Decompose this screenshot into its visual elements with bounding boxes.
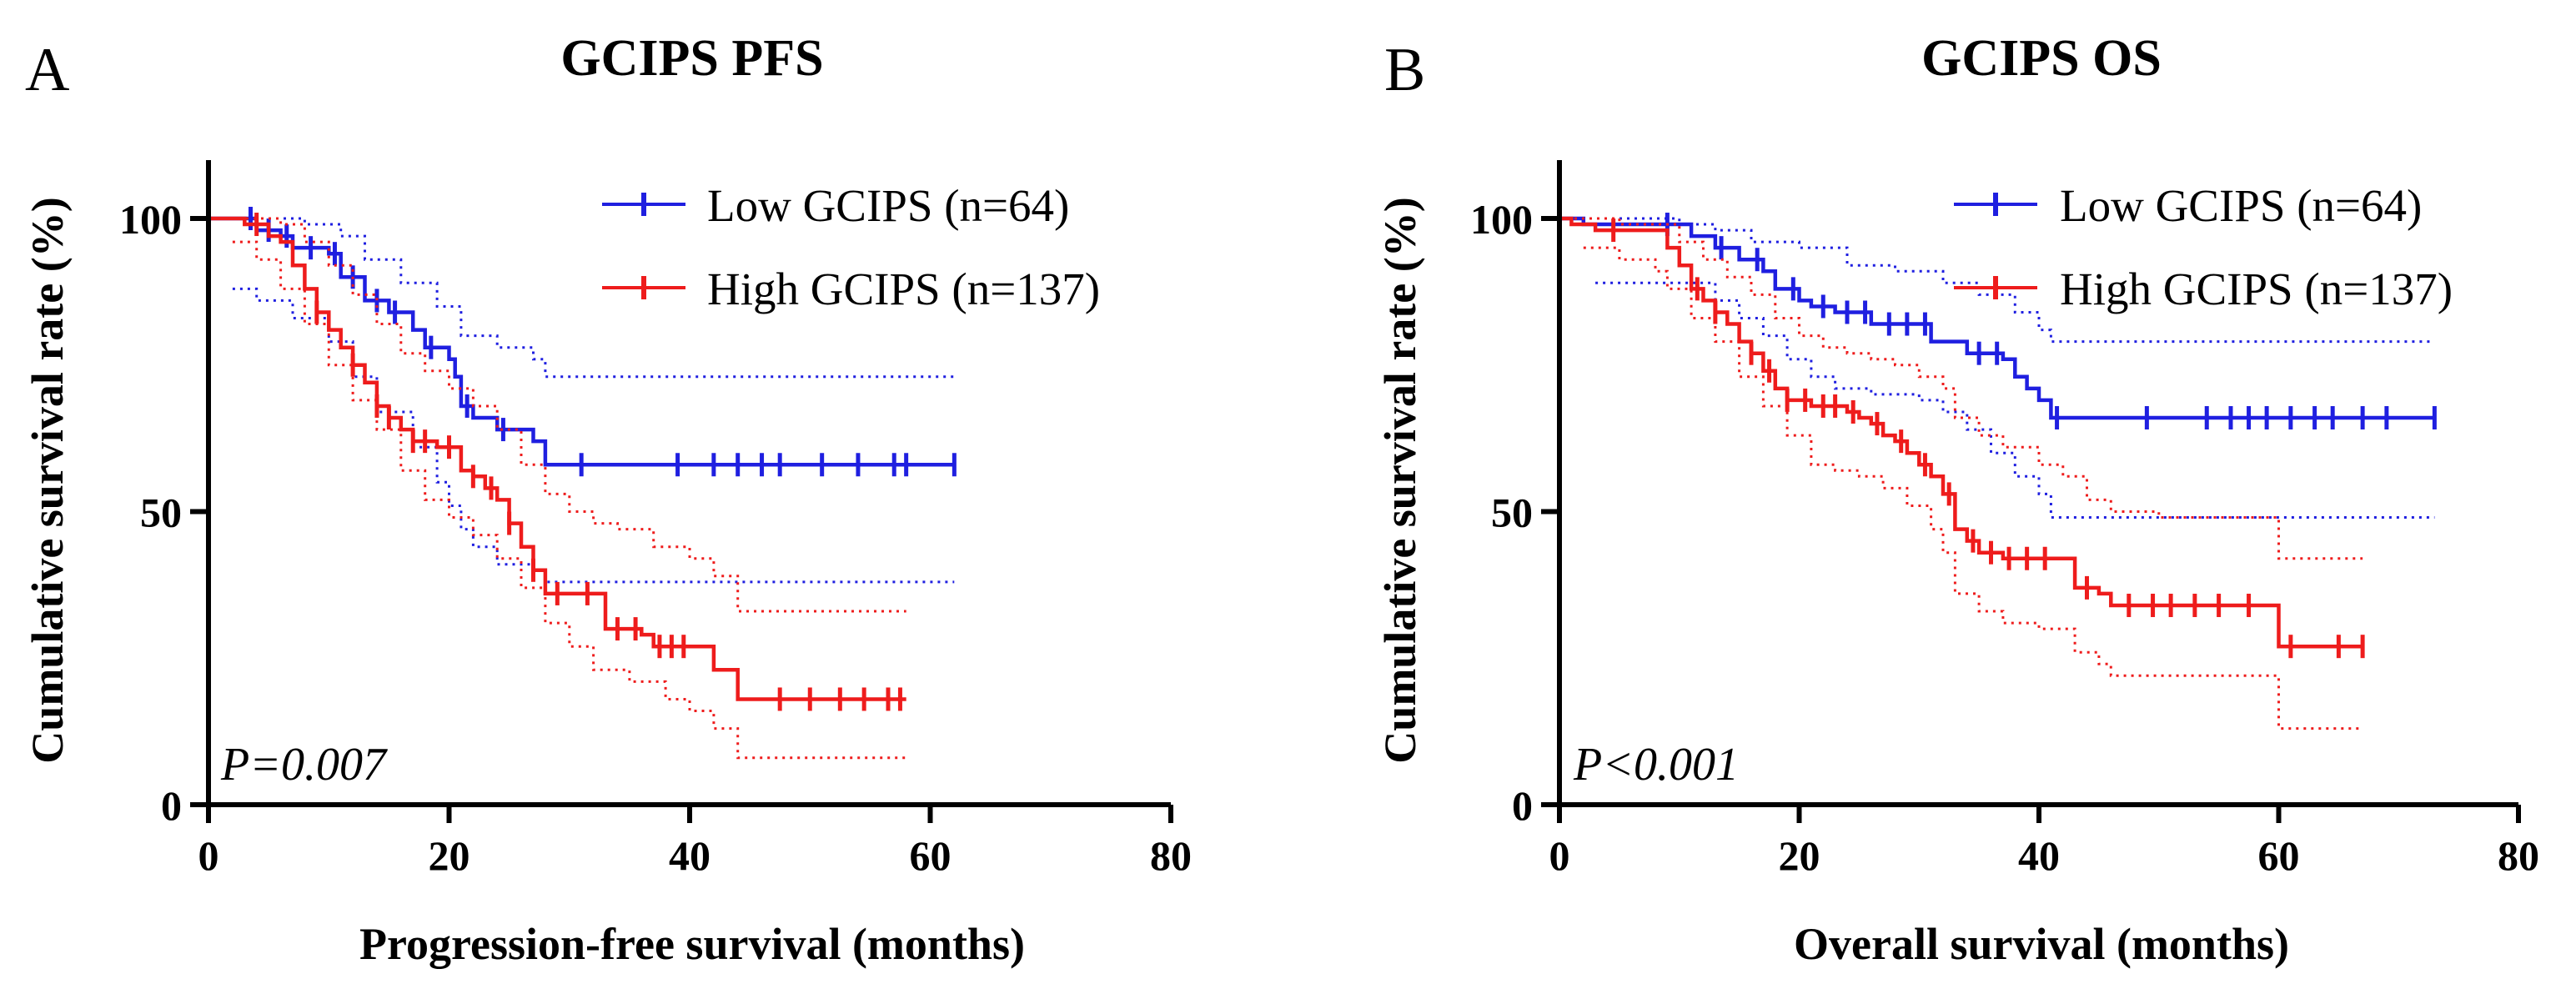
x-tick-label-os-0: 0 xyxy=(1549,832,1570,879)
ci-lower-low-os xyxy=(1595,281,2435,519)
y-tick-label-os-50: 50 xyxy=(1491,489,1533,536)
legend-label-high-pfs: High GCIPS (n=137) xyxy=(707,264,1100,314)
y-tick-label-pfs-0: 0 xyxy=(161,782,182,829)
plot-area-pfs xyxy=(208,207,957,760)
survival-line-high-os xyxy=(1559,216,2363,649)
survival-line-high-pfs xyxy=(208,216,906,701)
ci-upper-high-os xyxy=(1559,217,2363,560)
x-tick-label-pfs-0: 0 xyxy=(198,832,219,879)
x-tick-label-pfs-20: 20 xyxy=(429,832,470,879)
legend-pfs: Low GCIPS (n=64) High GCIPS (n=137) xyxy=(602,180,1100,314)
survival-line-low-os xyxy=(1559,216,2435,420)
x-tick-label-pfs-60: 60 xyxy=(910,832,952,879)
y-axis-label-os: Cumulative survival rate (%) xyxy=(1375,197,1425,763)
ci-lower-high-os xyxy=(1583,246,2363,730)
ticks-pfs: 0 20 40 60 80 0 50 100 xyxy=(119,196,1192,879)
ci-upper-low-pfs xyxy=(208,217,955,379)
x-tick-label-pfs-40: 40 xyxy=(669,832,711,879)
ci-upper-high-pfs xyxy=(208,217,906,613)
legend-label-low-os: Low GCIPS (n=64) xyxy=(2060,180,2422,231)
ticks-os: 0 20 40 60 80 0 50 100 xyxy=(1470,196,2539,879)
panel-os: B GCIPS OS 0 20 40 60 80 0 50 100 Overall survi… xyxy=(1375,30,2539,969)
x-tick-label-os-80: 80 xyxy=(2498,832,2539,879)
plot-area-os xyxy=(1559,213,2437,730)
legend-os: Low GCIPS (n=64) High GCIPS (n=137) xyxy=(1954,180,2453,314)
x-tick-label-os-60: 60 xyxy=(2258,832,2300,879)
panel-letter-a: A xyxy=(25,36,69,104)
ci-lower-high-pfs xyxy=(232,240,906,760)
x-tick-label-os-40: 40 xyxy=(2018,832,2060,879)
legend-label-low-pfs: Low GCIPS (n=64) xyxy=(707,180,1069,231)
y-axis-label-pfs: Cumulative survival rate (%) xyxy=(23,197,73,763)
chart-title-pfs: GCIPS PFS xyxy=(560,30,823,87)
p-value-pfs: P=0.007 xyxy=(220,739,388,791)
y-tick-label-pfs-100: 100 xyxy=(119,196,182,243)
p-value-os: P<0.001 xyxy=(1573,739,1739,791)
x-tick-label-pfs-80: 80 xyxy=(1150,832,1192,879)
panel-pfs: A GCIPS PFS 0 20 40 60 80 0 50 100 Progression-… xyxy=(23,30,1192,969)
y-tick-label-os-0: 0 xyxy=(1512,782,1533,829)
ci-upper-low-os xyxy=(1559,217,2435,344)
survival-line-low-pfs xyxy=(208,216,955,467)
y-tick-label-os-100: 100 xyxy=(1470,196,1533,243)
x-axis-label-os: Overall survival (months) xyxy=(1794,919,2289,969)
x-tick-label-os-20: 20 xyxy=(1779,832,1820,879)
ci-lower-low-pfs xyxy=(232,287,955,584)
y-tick-label-pfs-50: 50 xyxy=(140,489,182,536)
x-axis-label-pfs: Progression-free survival (months) xyxy=(359,919,1025,969)
chart-title-os: GCIPS OS xyxy=(1921,30,2162,87)
panel-letter-b: B xyxy=(1384,36,1425,104)
legend-label-high-os: High GCIPS (n=137) xyxy=(2060,264,2453,314)
